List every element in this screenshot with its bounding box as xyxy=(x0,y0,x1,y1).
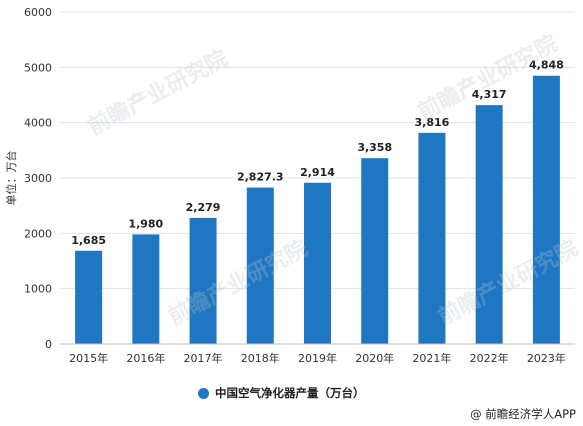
bar xyxy=(75,250,103,344)
data-label: 1,685 xyxy=(71,234,106,247)
y-tick-label: 5000 xyxy=(24,61,52,74)
data-label: 3,358 xyxy=(357,141,392,154)
data-label: 2,827.3 xyxy=(237,171,284,184)
y-axis-ticks: 0 1000 2000 3000 4000 5000 6000 xyxy=(24,6,52,351)
data-label: 1,980 xyxy=(128,217,163,230)
data-labels: 1,685 1,980 2,279 2,827.3 2,914 3,358 3,816 4,3… xyxy=(71,59,564,247)
y-axis-label: 单位：万台 xyxy=(4,151,18,206)
x-tick-label: 2015年 xyxy=(69,351,108,365)
y-tick-label: 3000 xyxy=(24,172,52,185)
y-tick-label: 2000 xyxy=(24,227,52,240)
y-tick-label: 6000 xyxy=(24,6,52,19)
x-tick-label: 2019年 xyxy=(298,351,337,365)
y-tick-label: 1000 xyxy=(24,283,52,296)
x-tick-label: 2023年 xyxy=(527,351,566,365)
y-tick-label: 4000 xyxy=(24,117,52,130)
data-label: 3,816 xyxy=(415,116,450,129)
y-tick-label: 0 xyxy=(45,338,52,351)
bar xyxy=(189,217,217,344)
x-tick-label: 2022年 xyxy=(470,351,509,365)
legend-label: 中国空气净化器产量（万台） xyxy=(215,386,365,400)
x-tick-label: 2020年 xyxy=(355,351,394,365)
legend: 中国空气净化器产量（万台） xyxy=(198,385,365,401)
x-tick-label: 2018年 xyxy=(241,351,280,365)
bar xyxy=(418,132,446,344)
x-tick-label: 2017年 xyxy=(184,351,223,365)
bars xyxy=(75,75,560,344)
data-label: 4,317 xyxy=(472,88,507,101)
bar xyxy=(475,105,503,344)
bar xyxy=(304,182,331,344)
bar xyxy=(132,234,160,344)
bar xyxy=(361,158,389,344)
x-tick-label: 2021年 xyxy=(412,351,451,365)
source-credit: @ 前瞻经济学人APP xyxy=(470,407,576,421)
bar xyxy=(532,75,560,344)
legend-marker xyxy=(198,387,209,399)
x-axis-ticks: 2015年 2016年 2017年 2018年 2019年 2020年 2021年 2022年… xyxy=(69,351,566,365)
data-label: 2,279 xyxy=(186,201,221,214)
bar xyxy=(246,187,274,344)
data-label: 4,848 xyxy=(529,59,564,72)
data-label: 2,914 xyxy=(300,166,335,179)
x-tick-label: 2016年 xyxy=(126,351,165,365)
